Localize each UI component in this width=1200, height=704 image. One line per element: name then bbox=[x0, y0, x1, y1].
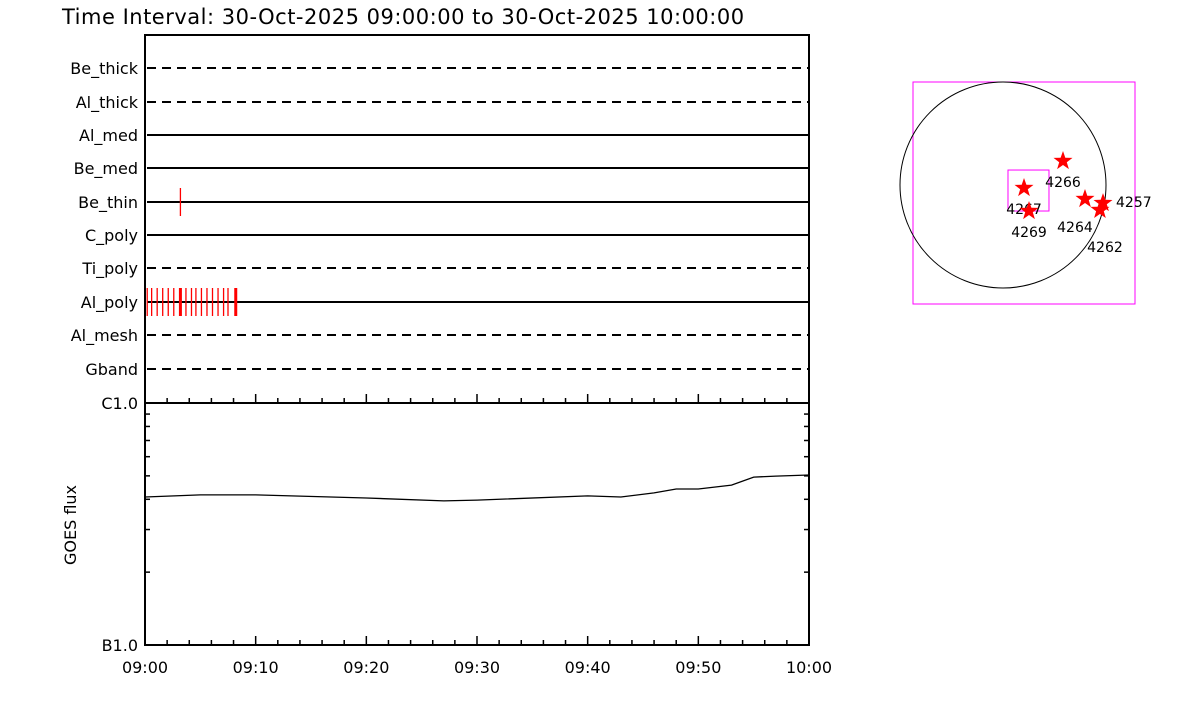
row-label-Be_med: Be_med bbox=[74, 159, 138, 179]
row-label-Be_thin: Be_thin bbox=[78, 193, 138, 213]
row-label-C_poly: C_poly bbox=[85, 226, 138, 246]
solar-disk-map: 426642674269426442574262 bbox=[899, 81, 1152, 305]
active-region-label: 4266 bbox=[1045, 175, 1081, 191]
row-label-Al_med: Al_med bbox=[79, 126, 138, 146]
active-region-star-icon bbox=[1090, 200, 1110, 218]
active-region-star-icon bbox=[1019, 201, 1039, 220]
x-tick-label: 09:00 bbox=[122, 658, 168, 677]
chart-title: Time Interval: 30-Oct-2025 09:00:00 to 3… bbox=[61, 5, 745, 29]
x-tick-label: 09:30 bbox=[454, 658, 500, 677]
active-region-star-icon bbox=[1014, 178, 1034, 197]
solar-limb bbox=[899, 81, 1107, 289]
goes-flux-line bbox=[144, 474, 810, 502]
row-label-Al_thick: Al_thick bbox=[76, 93, 139, 113]
goes-frame bbox=[144, 402, 810, 646]
x-tick-label: 09:10 bbox=[233, 658, 279, 677]
active-region-label: 4269 bbox=[1011, 225, 1047, 241]
row-label-Be_thick: Be_thick bbox=[70, 59, 138, 79]
x-tick-label: 09:20 bbox=[343, 658, 389, 677]
row-label-Ti_poly: Ti_poly bbox=[81, 259, 138, 279]
active-region-star-icon bbox=[1093, 193, 1113, 212]
row-label-Al_mesh: Al_mesh bbox=[71, 326, 138, 346]
row-label-Gband: Gband bbox=[85, 360, 138, 379]
row-label-Al_poly: Al_poly bbox=[81, 293, 138, 313]
x-tick-label: 09:50 bbox=[675, 658, 721, 677]
goes-flux-panel: 09:00 09:10 09:20 09:30 09:40 09:50 10:00 C1.0 B… bbox=[61, 394, 832, 677]
x-tick-label: 10:00 bbox=[786, 658, 832, 677]
y-tick-label: B1.0 bbox=[102, 636, 138, 655]
map-frame bbox=[912, 81, 1136, 305]
active-region-star-icon bbox=[1053, 151, 1073, 170]
y-axis-label: GOES flux bbox=[61, 485, 80, 565]
active-region-label: 4257 bbox=[1116, 195, 1152, 211]
x-tick-label: 09:40 bbox=[565, 658, 611, 677]
timeline-frame bbox=[144, 34, 810, 404]
active-region-star-icon bbox=[1075, 189, 1095, 208]
active-region-label: 4264 bbox=[1057, 220, 1093, 236]
filter-timeline-panel: Be_thick Al_thick Al_med Be_med Be_thin C_pol… bbox=[70, 34, 810, 404]
y-tick-label: C1.0 bbox=[101, 394, 138, 413]
active-region-label: 4262 bbox=[1087, 240, 1123, 256]
